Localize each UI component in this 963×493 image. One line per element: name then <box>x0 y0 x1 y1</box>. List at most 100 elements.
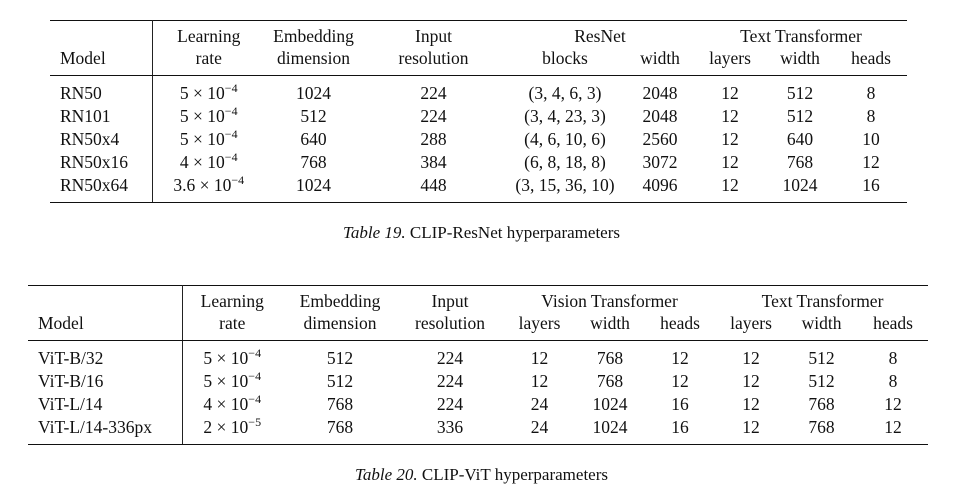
table-cell: 24 <box>530 394 549 414</box>
table-cell: 224 <box>420 106 447 126</box>
caption: Table 20. CLIP-ViT hyperparameters <box>0 465 963 485</box>
table-cell: 12 <box>858 416 929 445</box>
table-cell: 4 × 10−4 <box>182 393 282 416</box>
header-cell: dimension <box>265 47 362 76</box>
caption: Table 19. CLIP-ResNet hyperparameters <box>0 223 963 243</box>
table-cell: (3, 4, 6, 3) <box>528 83 602 103</box>
table-cell: 12 <box>695 174 765 203</box>
table-cell: 8 <box>888 371 898 391</box>
table-cell: (3, 4, 23, 3) <box>524 106 606 126</box>
table-cell: 224 <box>436 394 464 414</box>
table-cell: 2048 <box>642 106 678 126</box>
table-row: ViT-B/32 5 × 10−4 512 224 12 768 12 12 512 8 <box>28 340 928 371</box>
header-cell: dimension <box>282 312 398 341</box>
table-cell: 512 <box>326 371 354 391</box>
table-cell: 5 × 10−4 <box>152 128 265 151</box>
table-cell: 1024 <box>296 83 331 103</box>
table-row: RN50x16 4 × 10−4 768 384 (6, 8, 18, 8) 3072 12… <box>50 151 907 174</box>
table-cell: (6, 8, 18, 8) <box>524 152 606 172</box>
table-cell: 5 × 10−4 <box>152 76 265 106</box>
header-cell: width <box>577 312 643 341</box>
table-cell: 8 <box>888 348 898 368</box>
table-cell: 5 × 10−4 <box>182 370 282 393</box>
table-cell: 12 <box>742 394 760 414</box>
table-cell: RN101 <box>50 105 153 128</box>
table-cell: 768 <box>326 394 354 414</box>
vit-table: Learning Embedding Input Vision Transformer… <box>28 285 929 445</box>
header-cell: heads <box>858 312 929 341</box>
header-cell: blocks <box>505 47 625 76</box>
table-cell: 640 <box>786 129 814 149</box>
table-cell: 12 <box>530 348 549 368</box>
header-cell: ResNet <box>505 20 695 47</box>
table-cell: 16 <box>671 394 689 414</box>
table-cell: 16 <box>643 416 718 445</box>
table-row: RN50x64 3.6 × 10−4 1024 448 (3, 15, 36, 10) 4… <box>50 174 908 203</box>
lr-exponent: −4 <box>224 127 238 141</box>
lr-base: 5 × 10 <box>203 371 249 391</box>
header-cell: width <box>765 47 835 76</box>
table-cell: 768 <box>282 416 398 445</box>
header-cell: Vision Transformer <box>502 285 718 312</box>
caption-text: CLIP-ViT hyperparameters <box>421 465 608 484</box>
header-cell: Embedding <box>265 20 362 47</box>
header-cell: resolution <box>398 312 502 341</box>
table-cell: 2048 <box>642 83 678 103</box>
lr-base: 5 × 10 <box>179 129 225 149</box>
table-cell: 8 <box>866 83 876 103</box>
table-cell: 8 <box>866 106 876 126</box>
header-cell: Model <box>28 312 183 341</box>
header-cell: layers <box>502 312 577 341</box>
table-row: ViT-L/14-336px 2 × 10−5 768 336 24 1024 16 12 76… <box>28 415 929 445</box>
header-cell: Text Transformer <box>695 20 908 47</box>
table-row: RN101 5 × 10−4 512 224 (3, 4, 23, 3) 2048 12 51… <box>50 105 907 128</box>
header-row: Model rate dimension resolution blocks width l… <box>50 47 908 76</box>
table-cell: 12 <box>721 129 739 149</box>
table-cell: 512 <box>300 106 327 126</box>
table-cell: ViT-L/14-336px <box>28 416 183 445</box>
lr-exponent: −4 <box>231 173 245 187</box>
header-cell <box>50 20 153 47</box>
caption-label: Table 19. <box>343 223 406 242</box>
lr-base: 4 × 10 <box>203 394 249 414</box>
lr-exponent: −4 <box>248 392 262 406</box>
table-cell: 5 × 10−4 <box>182 341 282 371</box>
table-cell: 5 × 10−4 <box>152 105 265 128</box>
table-cell: 224 <box>436 348 464 368</box>
table-row: ViT-L/14 4 × 10−4 768 224 24 1024 16 12 768 12 <box>28 393 928 416</box>
lr-base: 3.6 × 10 <box>173 175 232 195</box>
table-cell: 512 <box>786 106 814 126</box>
lr-exponent: −4 <box>248 346 262 360</box>
table-cell: RN50x4 <box>50 128 153 151</box>
table-cell: 12 <box>530 371 549 391</box>
table-row: ViT-B/16 5 × 10−4 512 224 12 768 12 12 512 8 <box>28 370 928 393</box>
lr-base: 2 × 10 <box>203 417 249 437</box>
header-cell: Model <box>50 47 153 76</box>
table-cell: 16 <box>835 174 908 203</box>
table-cell: RN50x64 <box>50 174 153 203</box>
header-row: Model rate dimension resolution layers width h… <box>28 312 929 341</box>
table-cell: 12 <box>717 416 786 445</box>
caption-text: CLIP-ResNet hyperparameters <box>409 223 620 242</box>
header-cell: heads <box>835 47 908 76</box>
table-cell: 12 <box>721 83 739 103</box>
table-cell: 512 <box>808 348 835 368</box>
table-cell: 12 <box>721 152 739 172</box>
table-cell: 512 <box>786 83 814 103</box>
table-cell: ViT-L/14 <box>28 393 183 416</box>
table-cell: RN50x16 <box>50 151 153 174</box>
table-cell: 3.6 × 10−4 <box>152 174 265 203</box>
table-cell: 448 <box>362 174 505 203</box>
table-cell: 224 <box>436 371 464 391</box>
header-cell: Input <box>398 285 502 312</box>
lr-base: 5 × 10 <box>203 348 249 368</box>
table-row: RN50 5 × 10−4 1024 224 (3, 4, 6, 3) 2048 12 512… <box>50 75 907 106</box>
table-cell: RN50 <box>50 75 153 105</box>
table-cell: 12 <box>884 394 902 414</box>
lr-exponent: −5 <box>248 415 262 429</box>
header-cell: rate <box>182 312 282 341</box>
table-cell: 512 <box>808 371 835 391</box>
table-cell: 768 <box>808 394 835 414</box>
table-cell: 4096 <box>625 174 695 203</box>
